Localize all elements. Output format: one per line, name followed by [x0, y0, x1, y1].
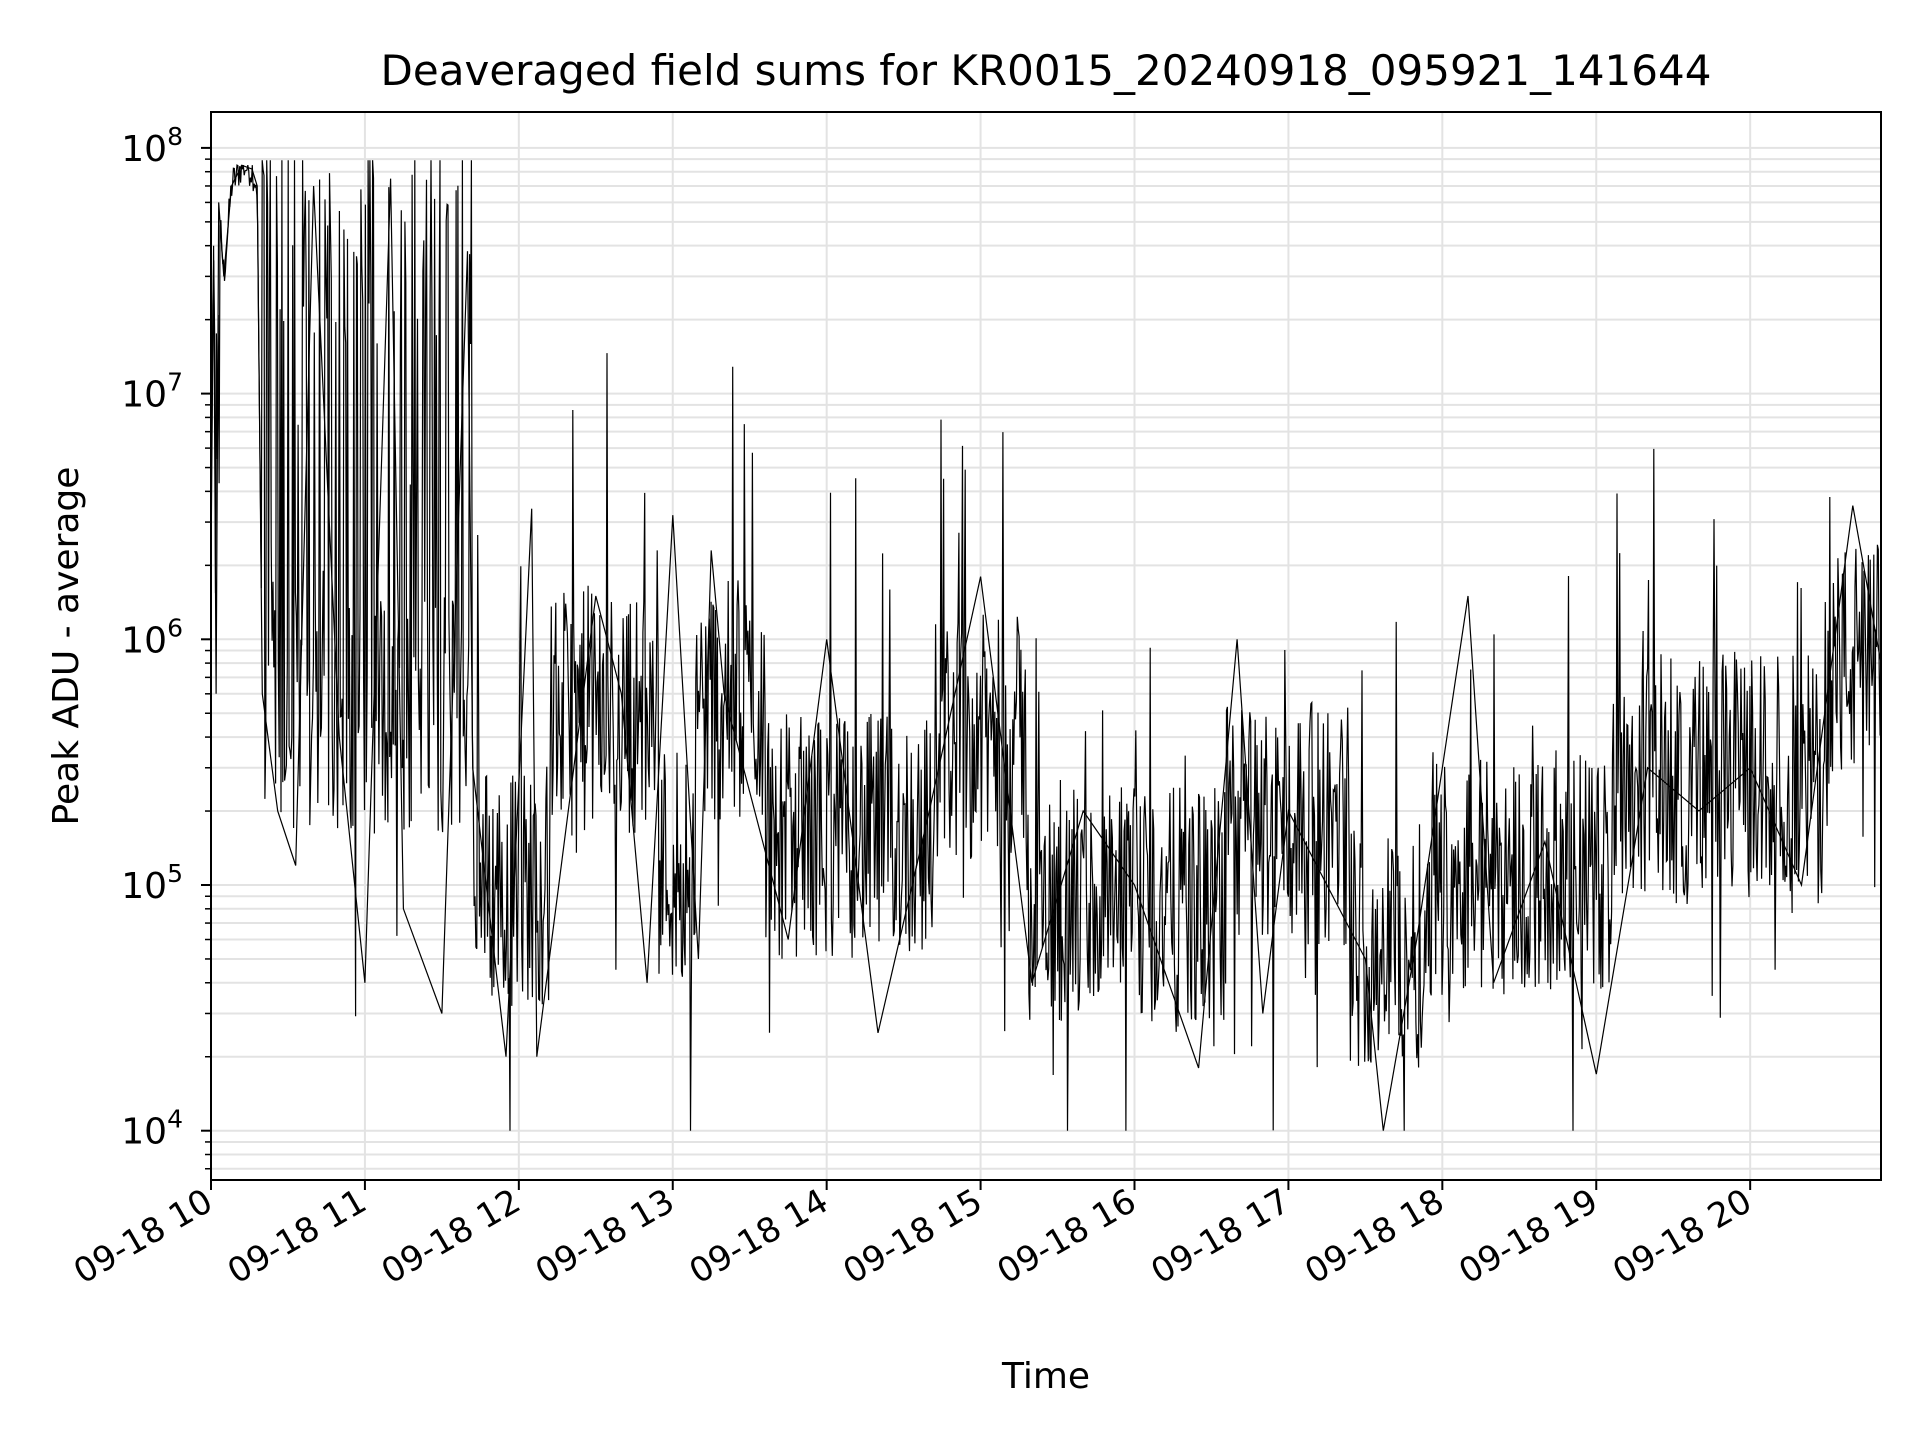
x-tick-label: 09-18 20 — [1606, 1181, 1758, 1292]
x-tick-label: 09-18 14 — [683, 1181, 835, 1292]
y-axis-label: Peak ADU - average — [46, 467, 87, 826]
x-tick-label: 09-18 17 — [1145, 1181, 1297, 1292]
x-tick-label: 09-18 18 — [1298, 1181, 1450, 1292]
x-tick-label: 09-18 19 — [1452, 1181, 1604, 1292]
data-line-anchors — [210, 164, 1882, 1131]
x-tick-label: 09-18 12 — [375, 1181, 527, 1292]
x-tick-label: 09-18 16 — [991, 1181, 1143, 1292]
x-tick-label: 09-18 13 — [529, 1181, 681, 1292]
data-line-group — [210, 160, 1882, 1131]
chart-title: Deaveraged field sums for KR0015_2024091… — [381, 46, 1712, 95]
plot-frame — [210, 111, 1882, 1181]
y-tick-label: 105 — [121, 859, 183, 907]
y-tick-label: 108 — [121, 122, 183, 170]
x-axis-label: Time — [1001, 1356, 1090, 1397]
y-tick-label: 106 — [121, 613, 183, 661]
x-axis: 09-18 10 09-18 11 09-18 12 09-18 13 09-18 14… — [67, 1180, 1759, 1292]
y-axis: 104 105 106 107 108 — [121, 122, 211, 1170]
data-line — [210, 160, 1882, 1131]
y-tick-label: 107 — [121, 368, 183, 416]
y-tick-label: 104 — [121, 1105, 183, 1153]
x-tick-label: 09-18 10 — [67, 1181, 219, 1292]
x-tick-label: 09-18 11 — [221, 1181, 373, 1292]
x-tick-label: 09-18 15 — [837, 1181, 989, 1292]
